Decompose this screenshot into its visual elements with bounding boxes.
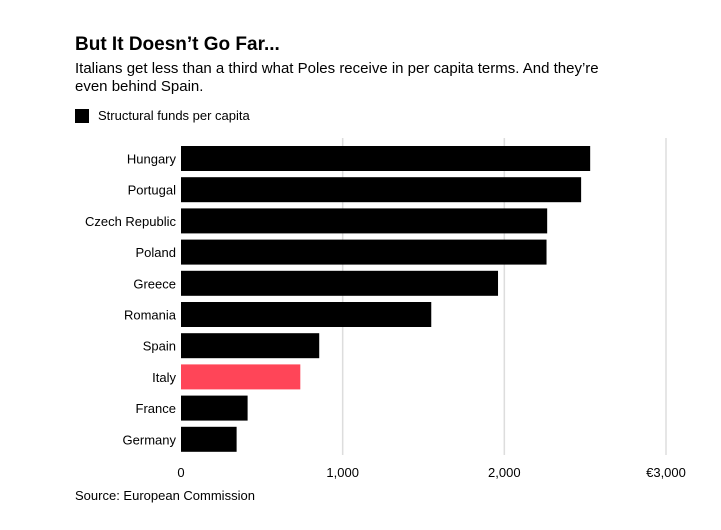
bar-portugal xyxy=(181,177,582,203)
category-label: Czech Republic xyxy=(85,214,177,229)
chart-title: But It Doesn’t Go Far... xyxy=(75,34,280,55)
bar-greece xyxy=(181,270,499,296)
category-label: Italy xyxy=(152,370,176,385)
bar-romania xyxy=(181,302,432,327)
bar-italy xyxy=(181,364,301,390)
category-label: Germany xyxy=(123,432,177,447)
category-label: Hungary xyxy=(127,152,177,167)
legend: Structural funds per capita xyxy=(75,108,250,123)
category-label: Spain xyxy=(143,339,176,354)
bar-poland xyxy=(181,239,547,265)
x-tick-label: 0 xyxy=(177,465,184,480)
bar-spain xyxy=(181,333,320,359)
category-label: France xyxy=(136,401,176,416)
legend-label: Structural funds per capita xyxy=(98,108,250,123)
category-label: Portugal xyxy=(128,183,177,198)
bar-hungary xyxy=(181,146,591,171)
chart-subtitle: Italians get less than a third what Pole… xyxy=(75,60,599,95)
bar-czech-republic xyxy=(181,208,548,234)
legend-swatch xyxy=(75,108,89,123)
source-note: Source: European Commission xyxy=(75,488,255,503)
x-tick-label: 1,000 xyxy=(326,465,359,480)
x-tick-label: 2,000 xyxy=(488,465,521,480)
category-label: Romania xyxy=(124,308,177,323)
category-label: Poland xyxy=(136,245,176,260)
category-label: Greece xyxy=(133,276,176,291)
bar-germany xyxy=(181,426,237,452)
bar-france xyxy=(181,395,248,421)
x-tick-label: €3,000 xyxy=(646,465,686,480)
